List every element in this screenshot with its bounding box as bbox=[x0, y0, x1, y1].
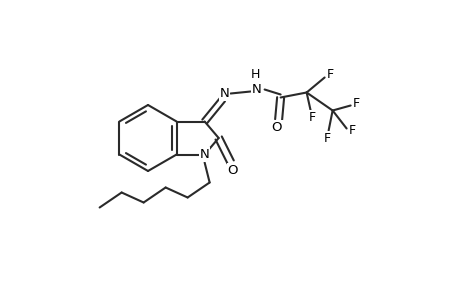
Text: F: F bbox=[323, 132, 330, 145]
Text: F: F bbox=[326, 68, 334, 81]
Text: F: F bbox=[308, 111, 315, 124]
Text: N: N bbox=[219, 87, 229, 100]
Text: N: N bbox=[199, 148, 209, 161]
Text: O: O bbox=[227, 164, 237, 176]
Text: F: F bbox=[353, 97, 359, 110]
Text: H: H bbox=[251, 68, 260, 81]
Text: O: O bbox=[271, 121, 281, 134]
Text: F: F bbox=[348, 124, 355, 137]
Text: N: N bbox=[251, 83, 261, 96]
